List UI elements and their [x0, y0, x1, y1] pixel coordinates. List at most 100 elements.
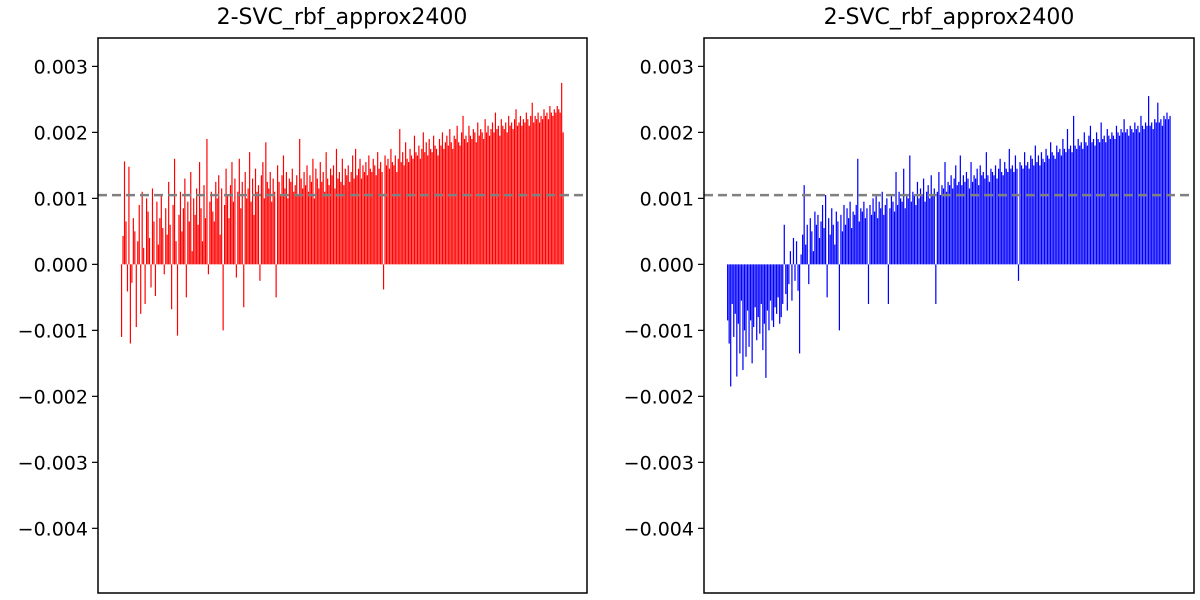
bar	[1039, 165, 1041, 265]
bar	[812, 251, 814, 265]
bar	[516, 125, 519, 265]
bar	[362, 165, 364, 265]
bar	[800, 254, 802, 265]
bar	[332, 165, 335, 265]
bar	[814, 211, 816, 265]
bar	[254, 168, 257, 265]
bar	[178, 214, 180, 265]
bar	[1074, 145, 1076, 265]
bar	[1169, 115, 1171, 265]
bar	[300, 178, 302, 265]
bar	[325, 152, 327, 265]
bar	[740, 264, 743, 301]
bar	[861, 211, 863, 265]
bar	[984, 178, 986, 265]
bar	[294, 185, 296, 265]
bar	[153, 221, 155, 265]
bar	[835, 211, 837, 265]
bar	[1085, 142, 1087, 265]
bar	[789, 251, 792, 265]
bar	[1030, 155, 1032, 265]
bar	[881, 191, 883, 265]
bar	[1082, 148, 1084, 265]
bar	[299, 138, 301, 265]
bar	[558, 109, 560, 265]
bar	[366, 175, 368, 265]
bar	[203, 185, 205, 265]
bar	[809, 218, 811, 265]
bar	[935, 264, 937, 304]
bar	[512, 129, 514, 265]
bar	[1059, 148, 1061, 265]
bar	[200, 208, 202, 265]
bar	[503, 129, 505, 265]
bar	[1137, 125, 1139, 265]
bar	[347, 165, 349, 265]
bar	[988, 181, 991, 265]
bar	[927, 185, 929, 265]
bar	[1109, 138, 1111, 265]
bar	[886, 198, 888, 265]
bar	[194, 214, 196, 265]
bar	[229, 185, 232, 265]
bar	[260, 175, 262, 265]
bar	[1140, 115, 1142, 265]
bar	[858, 221, 860, 265]
bar	[982, 171, 984, 265]
bar	[763, 264, 765, 324]
bar	[1050, 142, 1052, 265]
bar	[1013, 171, 1015, 265]
bar	[123, 161, 126, 265]
bar	[945, 191, 948, 265]
bar	[873, 211, 876, 265]
bar	[970, 162, 972, 265]
bar	[434, 145, 436, 265]
bar	[284, 188, 286, 265]
y-tick-label: −0.003	[18, 452, 88, 474]
bar	[1004, 162, 1006, 265]
bar	[416, 155, 419, 265]
chart-panel-left: 2-SVC_rbf_approx2400 0.0030.0020.0010.00…	[18, 5, 588, 594]
bar	[749, 264, 752, 321]
bar	[1076, 148, 1078, 265]
bar	[384, 155, 386, 265]
bar	[1151, 122, 1153, 265]
bar	[496, 129, 498, 265]
bar	[965, 171, 968, 265]
bar	[1103, 135, 1105, 265]
bar	[304, 185, 307, 265]
bar	[1111, 132, 1113, 265]
bar	[847, 218, 850, 265]
bar	[219, 234, 221, 265]
bar	[263, 198, 265, 265]
bar	[832, 224, 834, 265]
bar	[175, 241, 177, 265]
bar	[377, 152, 379, 265]
bar	[474, 132, 476, 265]
bar	[491, 122, 494, 265]
bar	[731, 264, 733, 304]
bar	[817, 214, 819, 265]
bar	[126, 264, 129, 292]
bar	[938, 171, 940, 265]
bar	[443, 148, 445, 265]
bar	[1102, 138, 1104, 265]
bar	[1046, 155, 1049, 265]
bar	[1077, 138, 1079, 265]
bar	[487, 125, 489, 265]
bar	[338, 171, 340, 265]
bar	[182, 208, 184, 265]
bar	[1011, 165, 1013, 265]
y-tick-label: −0.002	[624, 386, 694, 408]
bar	[415, 152, 417, 265]
bar	[122, 235, 124, 265]
bar	[394, 155, 396, 265]
bar	[774, 264, 776, 308]
bar	[1053, 155, 1055, 265]
bar	[1164, 119, 1167, 265]
bar	[465, 135, 467, 265]
bar	[967, 178, 969, 265]
bar	[433, 135, 435, 265]
bar	[222, 264, 224, 331]
